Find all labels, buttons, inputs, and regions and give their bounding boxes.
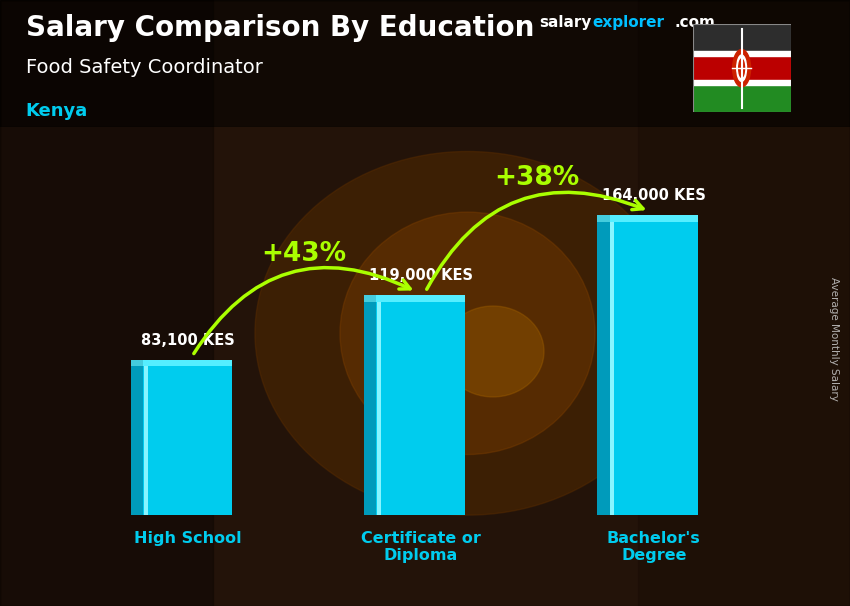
Bar <box>693 54 791 82</box>
Text: Food Safety Coordinator: Food Safety Coordinator <box>26 58 263 77</box>
Bar <box>609 222 698 515</box>
Bar <box>609 215 698 222</box>
Bar <box>144 367 232 515</box>
Ellipse shape <box>739 59 745 78</box>
Text: explorer: explorer <box>592 15 665 30</box>
Bar <box>144 359 232 367</box>
Bar <box>0 0 212 606</box>
Bar <box>638 0 850 606</box>
Bar <box>597 222 609 515</box>
Bar <box>377 302 465 515</box>
Text: 164,000 KES: 164,000 KES <box>602 188 706 203</box>
Ellipse shape <box>733 50 751 87</box>
Ellipse shape <box>442 306 544 397</box>
Text: Salary Comparison By Education: Salary Comparison By Education <box>26 14 534 42</box>
Text: +43%: +43% <box>262 241 347 267</box>
Bar <box>693 82 791 112</box>
Bar <box>144 367 148 515</box>
Bar <box>597 215 609 222</box>
Text: Kenya: Kenya <box>26 102 88 120</box>
Bar <box>693 81 791 85</box>
Ellipse shape <box>340 212 595 454</box>
Text: .com: .com <box>674 15 715 30</box>
Text: 83,100 KES: 83,100 KES <box>141 333 235 348</box>
Bar <box>131 367 144 515</box>
Text: Average Monthly Salary: Average Monthly Salary <box>829 278 839 401</box>
Ellipse shape <box>255 152 680 515</box>
Text: +38%: +38% <box>495 165 580 191</box>
Bar <box>609 222 614 515</box>
Bar <box>377 302 381 515</box>
Ellipse shape <box>737 55 746 81</box>
Bar <box>693 52 791 56</box>
Bar <box>693 24 791 54</box>
Bar <box>377 296 465 302</box>
Bar <box>364 302 377 515</box>
Text: 119,000 KES: 119,000 KES <box>369 268 473 284</box>
Bar <box>364 296 377 302</box>
Text: salary: salary <box>540 15 592 30</box>
Bar <box>131 359 144 367</box>
